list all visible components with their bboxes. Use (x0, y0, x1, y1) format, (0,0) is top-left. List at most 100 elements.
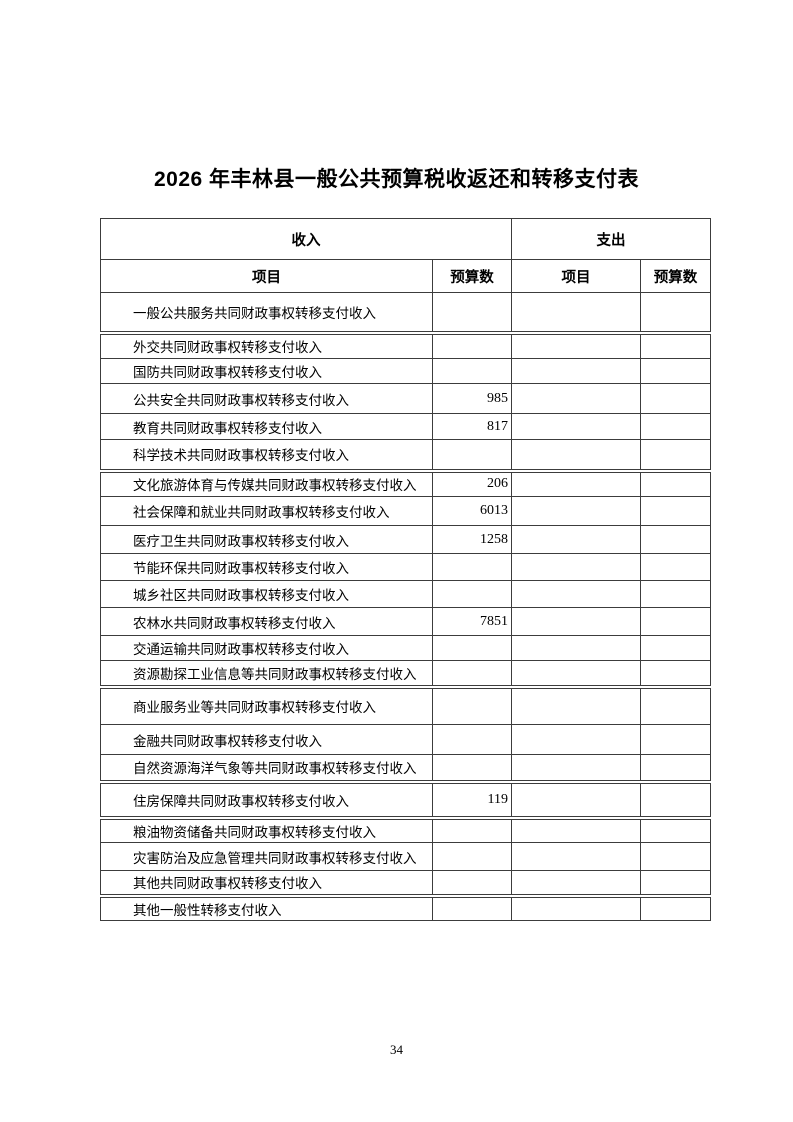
income-budget-cell (432, 292, 512, 333)
expense-budget-cell (640, 468, 711, 497)
income-budget-cell: 119 (432, 779, 512, 818)
expense-item-cell (511, 724, 641, 755)
income-budget-cell (432, 893, 512, 921)
income-item-cell: 农林水共同财政事权转移支付收入 (100, 607, 433, 636)
table-row: 农林水共同财政事权转移支付收入 7851 (100, 607, 711, 636)
table-row: 节能环保共同财政事权转移支付收入 (100, 553, 711, 581)
income-item-cell: 住房保障共同财政事权转移支付收入 (100, 779, 433, 818)
expense-item-cell (511, 754, 641, 782)
income-group-header: 收入 (100, 218, 512, 260)
expense-item-cell (511, 870, 641, 896)
table-row: 粮油物资储备共同财政事权转移支付收入 (100, 815, 711, 843)
income-budget-cell (432, 724, 512, 755)
expense-budget-cell (640, 358, 711, 384)
expense-group-header: 支出 (511, 218, 711, 260)
expense-item-cell (511, 684, 641, 725)
expense-budget-cell (640, 660, 711, 687)
income-budget-cell: 6013 (432, 496, 512, 526)
table-row: 文化旅游体育与传媒共同财政事权转移支付收入 206 (100, 468, 711, 497)
income-item-cell: 粮油物资储备共同财政事权转移支付收入 (100, 815, 433, 843)
income-budget-cell: 206 (432, 468, 512, 497)
expense-budget-cell (640, 870, 711, 896)
table-row: 金融共同财政事权转移支付收入 (100, 724, 711, 755)
income-item-cell: 资源勘探工业信息等共同财政事权转移支付收入 (100, 660, 433, 687)
expense-item-cell (511, 383, 641, 414)
expense-budget-cell (640, 779, 711, 818)
income-item-cell: 公共安全共同财政事权转移支付收入 (100, 383, 433, 414)
income-item-cell: 文化旅游体育与传媒共同财政事权转移支付收入 (100, 468, 433, 497)
table-row: 商业服务业等共同财政事权转移支付收入 (100, 684, 711, 725)
income-budget-cell (432, 660, 512, 687)
table-row: 科学技术共同财政事权转移支付收入 (100, 439, 711, 471)
table-row: 住房保障共同财政事权转移支付收入 119 (100, 779, 711, 818)
table-row: 其他一般性转移支付收入 (100, 893, 711, 921)
income-budget-cell (432, 815, 512, 843)
expense-budget-cell (640, 724, 711, 755)
income-budget-cell (432, 754, 512, 782)
expense-budget-cell (640, 525, 711, 554)
income-budget-cell (432, 870, 512, 896)
income-budget-cell (432, 553, 512, 581)
income-item-cell: 灾害防治及应急管理共同财政事权转移支付收入 (100, 842, 433, 871)
income-item-cell: 商业服务业等共同财政事权转移支付收入 (100, 684, 433, 725)
expense-item-cell (511, 660, 641, 687)
column-header-row: 项目 预算数 项目 预算数 (100, 259, 711, 293)
table-row: 其他共同财政事权转移支付收入 (100, 870, 711, 896)
expense-budget-cell (640, 383, 711, 414)
expense-item-cell (511, 468, 641, 497)
expense-budget-cell (640, 815, 711, 843)
income-item-cell: 科学技术共同财政事权转移支付收入 (100, 439, 433, 471)
expense-budget-cell (640, 580, 711, 608)
budget-table: 收入 支出 项目 预算数 项目 预算数 一般公共服务共同财政事权转移支付收入 外交… (100, 218, 711, 921)
income-item-cell: 城乡社区共同财政事权转移支付收入 (100, 580, 433, 608)
table-row: 医疗卫生共同财政事权转移支付收入 1258 (100, 525, 711, 554)
expense-item-cell (511, 525, 641, 554)
expense-item-cell (511, 553, 641, 581)
expense-item-cell (511, 635, 641, 661)
expense-budget-cell (640, 754, 711, 782)
expense-item-cell (511, 496, 641, 526)
income-budget-cell: 7851 (432, 607, 512, 636)
table-row: 交通运输共同财政事权转移支付收入 (100, 635, 711, 661)
table-row: 自然资源海洋气象等共同财政事权转移支付收入 (100, 754, 711, 782)
income-budget-cell (432, 580, 512, 608)
income-item-cell: 金融共同财政事权转移支付收入 (100, 724, 433, 755)
expense-budget-cell (640, 553, 711, 581)
expense-item-cell (511, 779, 641, 818)
expense-item-header: 项目 (511, 259, 641, 293)
table-row: 社会保障和就业共同财政事权转移支付收入 6013 (100, 496, 711, 526)
expense-budget-cell (640, 684, 711, 725)
table-row: 一般公共服务共同财政事权转移支付收入 (100, 292, 711, 333)
expense-budget-header: 预算数 (640, 259, 711, 293)
table-row: 教育共同财政事权转移支付收入 817 (100, 413, 711, 440)
income-budget-cell (432, 439, 512, 471)
expense-budget-cell (640, 635, 711, 661)
income-item-cell: 社会保障和就业共同财政事权转移支付收入 (100, 496, 433, 526)
income-budget-cell (432, 358, 512, 384)
page-title: 2026 年丰林县一般公共预算税收返还和转移支付表 (153, 168, 640, 191)
income-budget-cell: 985 (432, 383, 512, 414)
page-number: 34 (390, 1042, 403, 1057)
expense-item-cell (511, 330, 641, 359)
income-budget-cell: 817 (432, 413, 512, 440)
expense-budget-cell (640, 292, 711, 333)
income-item-cell: 节能环保共同财政事权转移支付收入 (100, 553, 433, 581)
income-budget-cell (432, 635, 512, 661)
table-row: 国防共同财政事权转移支付收入 (100, 358, 711, 384)
group-header-row: 收入 支出 (100, 218, 711, 260)
expense-budget-cell (640, 439, 711, 471)
income-budget-cell (432, 684, 512, 725)
income-item-cell: 自然资源海洋气象等共同财政事权转移支付收入 (100, 754, 433, 782)
expense-item-cell (511, 580, 641, 608)
expense-budget-cell (640, 496, 711, 526)
expense-item-cell (511, 842, 641, 871)
income-budget-header: 预算数 (432, 259, 512, 293)
expense-budget-cell (640, 607, 711, 636)
income-budget-cell (432, 842, 512, 871)
expense-budget-cell (640, 413, 711, 440)
income-item-cell: 一般公共服务共同财政事权转移支付收入 (100, 292, 433, 333)
expense-item-cell (511, 607, 641, 636)
table-row: 公共安全共同财政事权转移支付收入 985 (100, 383, 711, 414)
income-item-header: 项目 (100, 259, 433, 293)
